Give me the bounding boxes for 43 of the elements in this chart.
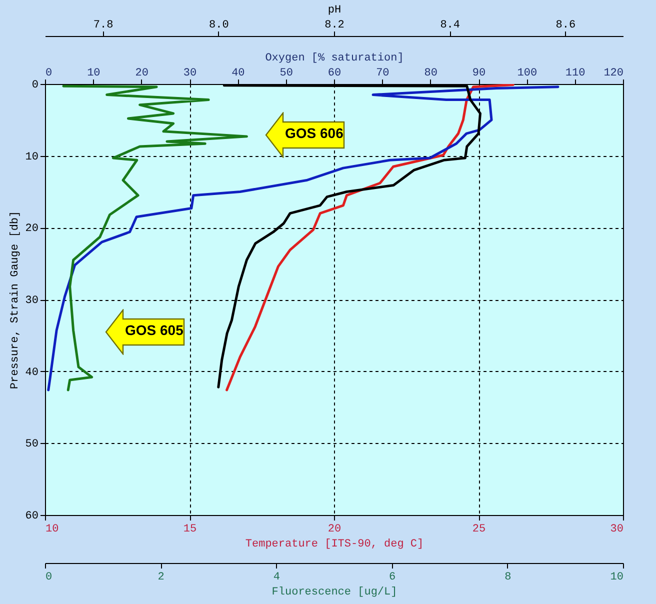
y-tick-label: 20 bbox=[25, 223, 38, 236]
x-axis-title: Fluorescence [ug/L] bbox=[272, 586, 398, 598]
x2-tick-label: 0 bbox=[46, 68, 52, 80]
annotation: GOS 605 bbox=[125, 322, 184, 338]
annotation: GOS 606 bbox=[285, 125, 344, 141]
x2-axis-title: pH bbox=[328, 4, 342, 16]
x2-axis-title: Oxygen [% saturation] bbox=[265, 52, 404, 64]
y-tick-label: 60 bbox=[25, 510, 38, 522]
x-tick-label: 2 bbox=[158, 572, 164, 584]
x2-tick-label: 50 bbox=[280, 68, 293, 80]
x-tick-label: 10 bbox=[46, 524, 59, 536]
x-tick-label: 15 bbox=[183, 524, 197, 536]
x2-tick-label: 110 bbox=[565, 68, 586, 80]
x2-tick-label: 90 bbox=[472, 68, 486, 80]
x2-tick-label: 60 bbox=[328, 68, 342, 80]
x-tick-label: 6 bbox=[388, 572, 396, 584]
x2-tick-label: 20 bbox=[135, 68, 148, 80]
y-tick-label: 30 bbox=[25, 295, 38, 307]
x2-tick-label: 8.0 bbox=[208, 20, 229, 32]
x2-tick-label: 8.4 bbox=[440, 20, 460, 32]
y-tick-label: 10 bbox=[25, 151, 38, 164]
y-axis-title: Pressure, Strain Gauge [db] bbox=[9, 210, 22, 390]
x-tick-label: 8 bbox=[504, 572, 512, 584]
x2-tick-label: 30 bbox=[183, 68, 197, 80]
y-tick-label: 0 bbox=[32, 80, 38, 92]
x2-tick-label: 80 bbox=[424, 68, 438, 80]
x-tick-label: 20 bbox=[328, 524, 342, 536]
x-axis-title: Temperature [ITS-90, deg C] bbox=[245, 538, 424, 550]
x2-tick-label: 40 bbox=[232, 68, 245, 80]
x2-tick-label: 10 bbox=[87, 68, 100, 80]
x-tick-label: 0 bbox=[46, 572, 52, 584]
x2-tick-label: 120 bbox=[604, 68, 624, 80]
x-tick-label: 10 bbox=[610, 572, 624, 584]
x2-tick-label: 7.8 bbox=[93, 20, 114, 32]
x2-tick-label: 70 bbox=[376, 68, 390, 80]
x-tick-label: 4 bbox=[273, 572, 280, 584]
x2-tick-label: 100 bbox=[517, 68, 538, 80]
x-tick-label: 25 bbox=[472, 524, 486, 536]
x-tick-label: 30 bbox=[610, 524, 624, 536]
y-tick-label: 40 bbox=[25, 366, 38, 379]
x2-tick-label: 8.2 bbox=[324, 20, 344, 32]
y-tick-label: 50 bbox=[25, 438, 38, 451]
x2-tick-label: 8.6 bbox=[556, 20, 576, 32]
